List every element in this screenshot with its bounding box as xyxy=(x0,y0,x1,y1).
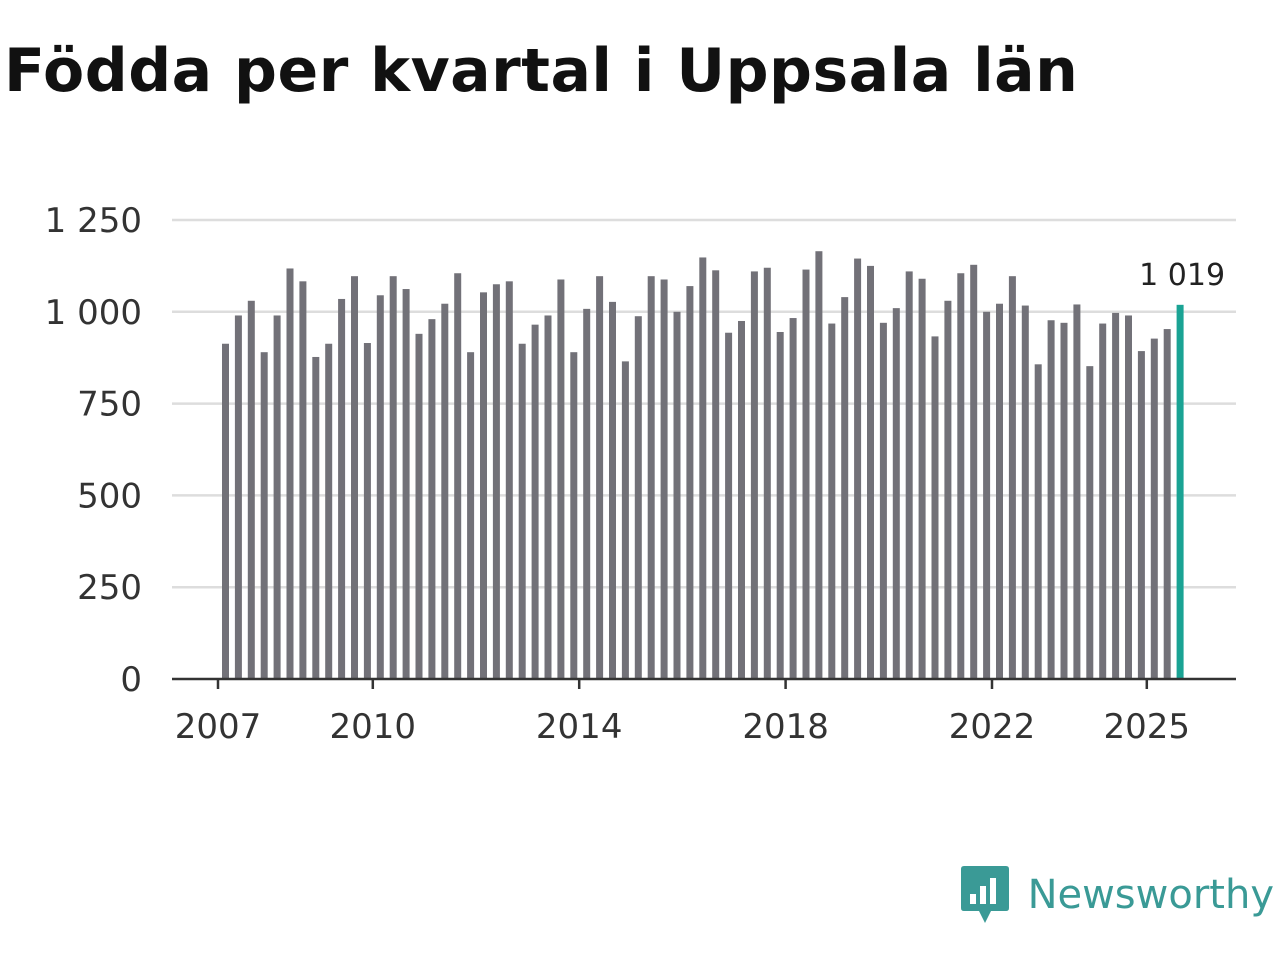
bar xyxy=(570,352,578,679)
bar xyxy=(905,271,913,679)
bar xyxy=(725,332,733,679)
bar xyxy=(325,343,333,679)
bar xyxy=(557,279,565,679)
bar xyxy=(647,276,655,679)
bar xyxy=(970,264,978,679)
bar xyxy=(867,265,874,679)
bar xyxy=(428,319,436,679)
x-axis-labels: 2007 2010 2014 2018 2022 2025 xyxy=(175,707,1190,747)
bar-highlight xyxy=(1176,304,1184,679)
bar xyxy=(338,298,346,679)
bar xyxy=(931,336,939,679)
bar xyxy=(776,331,784,679)
y-tick-label: 500 xyxy=(77,476,142,516)
bar xyxy=(299,281,307,679)
y-tick-label: 0 xyxy=(120,660,142,700)
x-tick-label: 2025 xyxy=(1104,707,1191,747)
bar xyxy=(505,281,513,679)
bar xyxy=(596,276,604,679)
bar xyxy=(531,324,539,679)
bar xyxy=(1034,364,1042,679)
bar xyxy=(1060,322,1068,679)
bar xyxy=(609,301,616,679)
chart-title: Födda per kvartal i Uppsala län xyxy=(4,36,1079,106)
bar xyxy=(738,320,745,679)
x-tick-label: 2018 xyxy=(742,707,829,747)
newsworthy-logo-icon xyxy=(960,866,1009,923)
bar xyxy=(351,276,358,679)
bar xyxy=(686,286,694,679)
y-axis-labels: 0 250 500 750 1 000 1 250 xyxy=(45,201,142,700)
bar xyxy=(286,268,294,679)
bar xyxy=(1008,276,1016,679)
bar xyxy=(763,267,771,679)
bar xyxy=(892,308,900,679)
bar xyxy=(918,278,926,679)
y-tick-label: 250 xyxy=(77,568,142,608)
bar xyxy=(957,273,965,679)
annotations: 1 019 xyxy=(1139,258,1225,293)
bar xyxy=(273,315,281,679)
bar xyxy=(247,300,255,679)
bar xyxy=(1112,312,1120,679)
bar xyxy=(1073,304,1081,679)
bar xyxy=(1047,320,1055,679)
bar xyxy=(634,316,642,679)
bar xyxy=(260,352,268,679)
data-label-latest: 1 019 xyxy=(1139,258,1225,293)
bar xyxy=(415,333,423,679)
bar xyxy=(983,311,991,679)
bar xyxy=(480,292,487,679)
bar xyxy=(789,318,797,679)
bar xyxy=(389,276,397,679)
bar xyxy=(583,308,591,679)
bar xyxy=(1137,351,1145,679)
bar xyxy=(996,303,1003,679)
bar xyxy=(222,343,229,679)
bar xyxy=(467,352,475,679)
bar xyxy=(621,361,629,679)
bar xyxy=(312,356,320,679)
bars xyxy=(222,251,1184,679)
bar xyxy=(828,323,836,679)
bar xyxy=(1021,305,1029,679)
bar xyxy=(376,295,384,679)
x-axis xyxy=(172,677,1236,689)
bar xyxy=(1163,329,1171,679)
bar xyxy=(673,311,681,679)
bar xyxy=(712,270,720,679)
bar xyxy=(699,257,707,679)
brand-logo: Newsworthy xyxy=(960,864,1274,926)
bar xyxy=(660,279,668,679)
y-tick-label: 1 000 xyxy=(45,293,142,333)
bar xyxy=(944,300,952,679)
bar xyxy=(234,315,242,679)
y-tick-label: 1 250 xyxy=(45,201,142,241)
bar xyxy=(441,303,449,679)
bar xyxy=(363,343,371,679)
x-tick-label: 2022 xyxy=(949,707,1036,747)
brand-name: Newsworthy xyxy=(1027,872,1274,918)
bar xyxy=(1125,315,1132,679)
bar xyxy=(454,273,462,679)
y-tick-label: 750 xyxy=(77,385,142,425)
bar xyxy=(402,289,410,679)
bar xyxy=(544,315,552,679)
bar xyxy=(518,343,526,679)
x-tick-label: 2007 xyxy=(175,707,262,747)
x-tick-label: 2014 xyxy=(536,707,623,747)
x-tick-label: 2010 xyxy=(330,707,417,747)
bar xyxy=(841,297,849,679)
bar xyxy=(879,322,887,679)
bar xyxy=(492,284,500,679)
bar xyxy=(1086,366,1094,679)
bar xyxy=(854,258,862,679)
bar xyxy=(1150,338,1158,679)
bar xyxy=(802,269,810,679)
bar xyxy=(815,251,823,679)
bar xyxy=(1099,323,1107,679)
bar-chart: 0 250 500 750 1 000 1 250 2007 2010 2014 2018 202… xyxy=(45,201,1236,747)
bar xyxy=(750,271,758,679)
